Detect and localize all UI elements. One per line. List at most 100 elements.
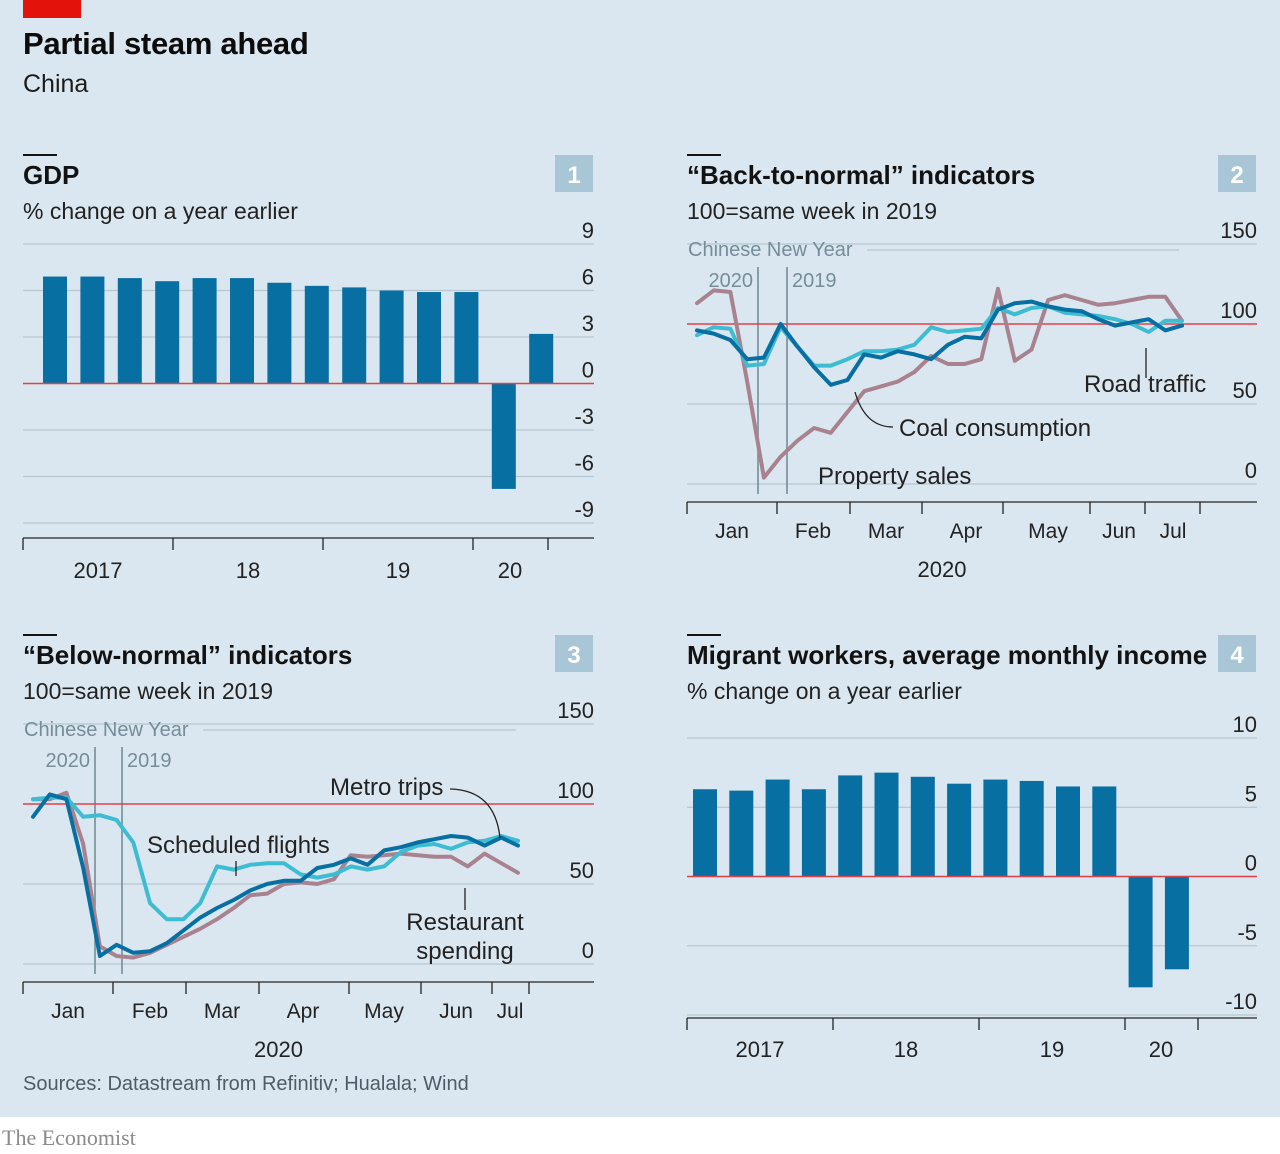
bar [43, 276, 67, 384]
cny-label: Chinese New Year [688, 239, 853, 261]
x-tick-label: Jun [1102, 520, 1136, 543]
annotation-label: spending [416, 938, 513, 965]
bar [379, 290, 404, 384]
bar [983, 779, 1008, 877]
y-tick-label: 0 [582, 358, 594, 383]
y-tick-label: -5 [1237, 920, 1257, 945]
bar [1128, 876, 1153, 988]
chart-number-badge [1218, 635, 1256, 672]
y-tick-label: 9 [582, 218, 594, 243]
bar [267, 282, 292, 384]
chart-number-badge [1218, 155, 1256, 192]
x-tick-label: Jul [1160, 520, 1187, 543]
charts-canvas: GDP% change on a year earlier19630-3-6-9… [22, 154, 1257, 1062]
chart-title: GDP [23, 160, 79, 190]
series-line-metro-trips [31, 792, 520, 958]
annotation-label: Coal consumption [899, 415, 1091, 442]
bar [230, 278, 254, 384]
y-tick-label: -10 [1225, 989, 1257, 1014]
chart-title: “Back-to-normal” indicators [687, 160, 1035, 190]
chart-subtitle: % change on a year earlier [23, 198, 298, 224]
annotation-label: Restaurant [406, 909, 524, 936]
annotation-leader [854, 391, 894, 428]
annotation-label: Scheduled flights [147, 832, 330, 859]
bar [155, 281, 180, 384]
bar [1164, 876, 1189, 970]
chart-subtitle: 100=same week in 2019 [687, 198, 937, 224]
annotation-label: Property sales [818, 463, 971, 490]
x-axis-label: 2020 [918, 557, 967, 582]
cny-2020-label: 2020 [709, 270, 754, 292]
x-tick-label: May [1028, 520, 1068, 543]
y-tick-label: 10 [1233, 712, 1257, 737]
y-tick-label: 50 [570, 858, 594, 883]
x-tick-label: Mar [204, 1000, 240, 1023]
x-tick-label: Feb [132, 1000, 168, 1023]
page-subtitle: China [23, 70, 89, 98]
y-tick-label: 50 [1233, 378, 1257, 403]
series-line-road-traffic [695, 299, 1184, 387]
y-tick-label: -3 [574, 404, 594, 429]
bar [304, 285, 329, 384]
y-tick-label: 0 [1245, 851, 1257, 876]
cny-2019-label: 2019 [127, 750, 172, 772]
bar [417, 292, 441, 384]
chart-subtitle: 100=same week in 2019 [23, 678, 273, 704]
bar [454, 292, 479, 384]
economist-logo: The Economist [2, 1125, 136, 1150]
chart-subtitle: % change on a year earlier [687, 678, 962, 704]
page-title: Partial steam ahead [23, 26, 309, 61]
x-tick-label: 20 [498, 558, 522, 583]
bar [801, 789, 826, 877]
bar [947, 783, 972, 877]
bar [192, 278, 217, 384]
annotation-leader [449, 788, 501, 839]
x-tick-label: Jun [439, 1000, 473, 1023]
series-line-coal-consumption [695, 304, 1184, 368]
chart-title: “Below-normal” indicators [23, 640, 352, 670]
x-axis-label: 2020 [254, 1037, 303, 1062]
annotation-label: Road traffic [1084, 371, 1206, 398]
cny-2019-label: 2019 [792, 270, 837, 292]
bar [765, 779, 790, 877]
bar [491, 383, 516, 489]
chart-number: 1 [567, 162, 580, 189]
series-line-restaurant-spending [31, 790, 520, 960]
series-line-scheduled-flights [31, 795, 520, 922]
series-line-property-sales [695, 286, 1184, 480]
bar [910, 776, 935, 877]
y-tick-label: 100 [1220, 298, 1257, 323]
y-tick-label: 100 [557, 778, 594, 803]
bar [1092, 786, 1117, 877]
chart-number: 3 [567, 642, 580, 669]
x-tick-label: Apr [950, 520, 983, 543]
x-tick-label: May [364, 1000, 404, 1023]
x-tick-label: 20 [1149, 1037, 1173, 1062]
bar [80, 276, 105, 384]
bar [1019, 780, 1044, 877]
x-tick-label: 18 [894, 1037, 918, 1062]
bar [693, 789, 717, 877]
bar [729, 790, 754, 877]
x-tick-label: Jul [497, 1000, 524, 1023]
cny-label: Chinese New Year [24, 719, 189, 741]
y-tick-label: 150 [1220, 218, 1257, 243]
chart-panel: Partial steam ahead China Sources: Datas… [0, 0, 1280, 1117]
annotation-label: Metro trips [330, 774, 443, 801]
chart-number-badge [555, 635, 593, 672]
x-tick-label: Feb [795, 520, 831, 543]
x-tick-label: 18 [236, 558, 260, 583]
bar [1056, 786, 1080, 877]
cny-2020-label: 2020 [46, 750, 91, 772]
y-tick-label: -9 [574, 497, 594, 522]
chart-number: 2 [1230, 162, 1243, 189]
y-tick-label: 0 [582, 938, 594, 963]
x-tick-label: 19 [386, 558, 410, 583]
x-tick-label: 2017 [736, 1037, 785, 1062]
x-tick-label: Jan [51, 1000, 85, 1023]
bar [838, 775, 863, 877]
y-tick-label: -6 [574, 451, 594, 476]
chart-title: Migrant workers, average monthly income [687, 640, 1207, 670]
bar [874, 772, 899, 877]
bar [342, 287, 367, 384]
